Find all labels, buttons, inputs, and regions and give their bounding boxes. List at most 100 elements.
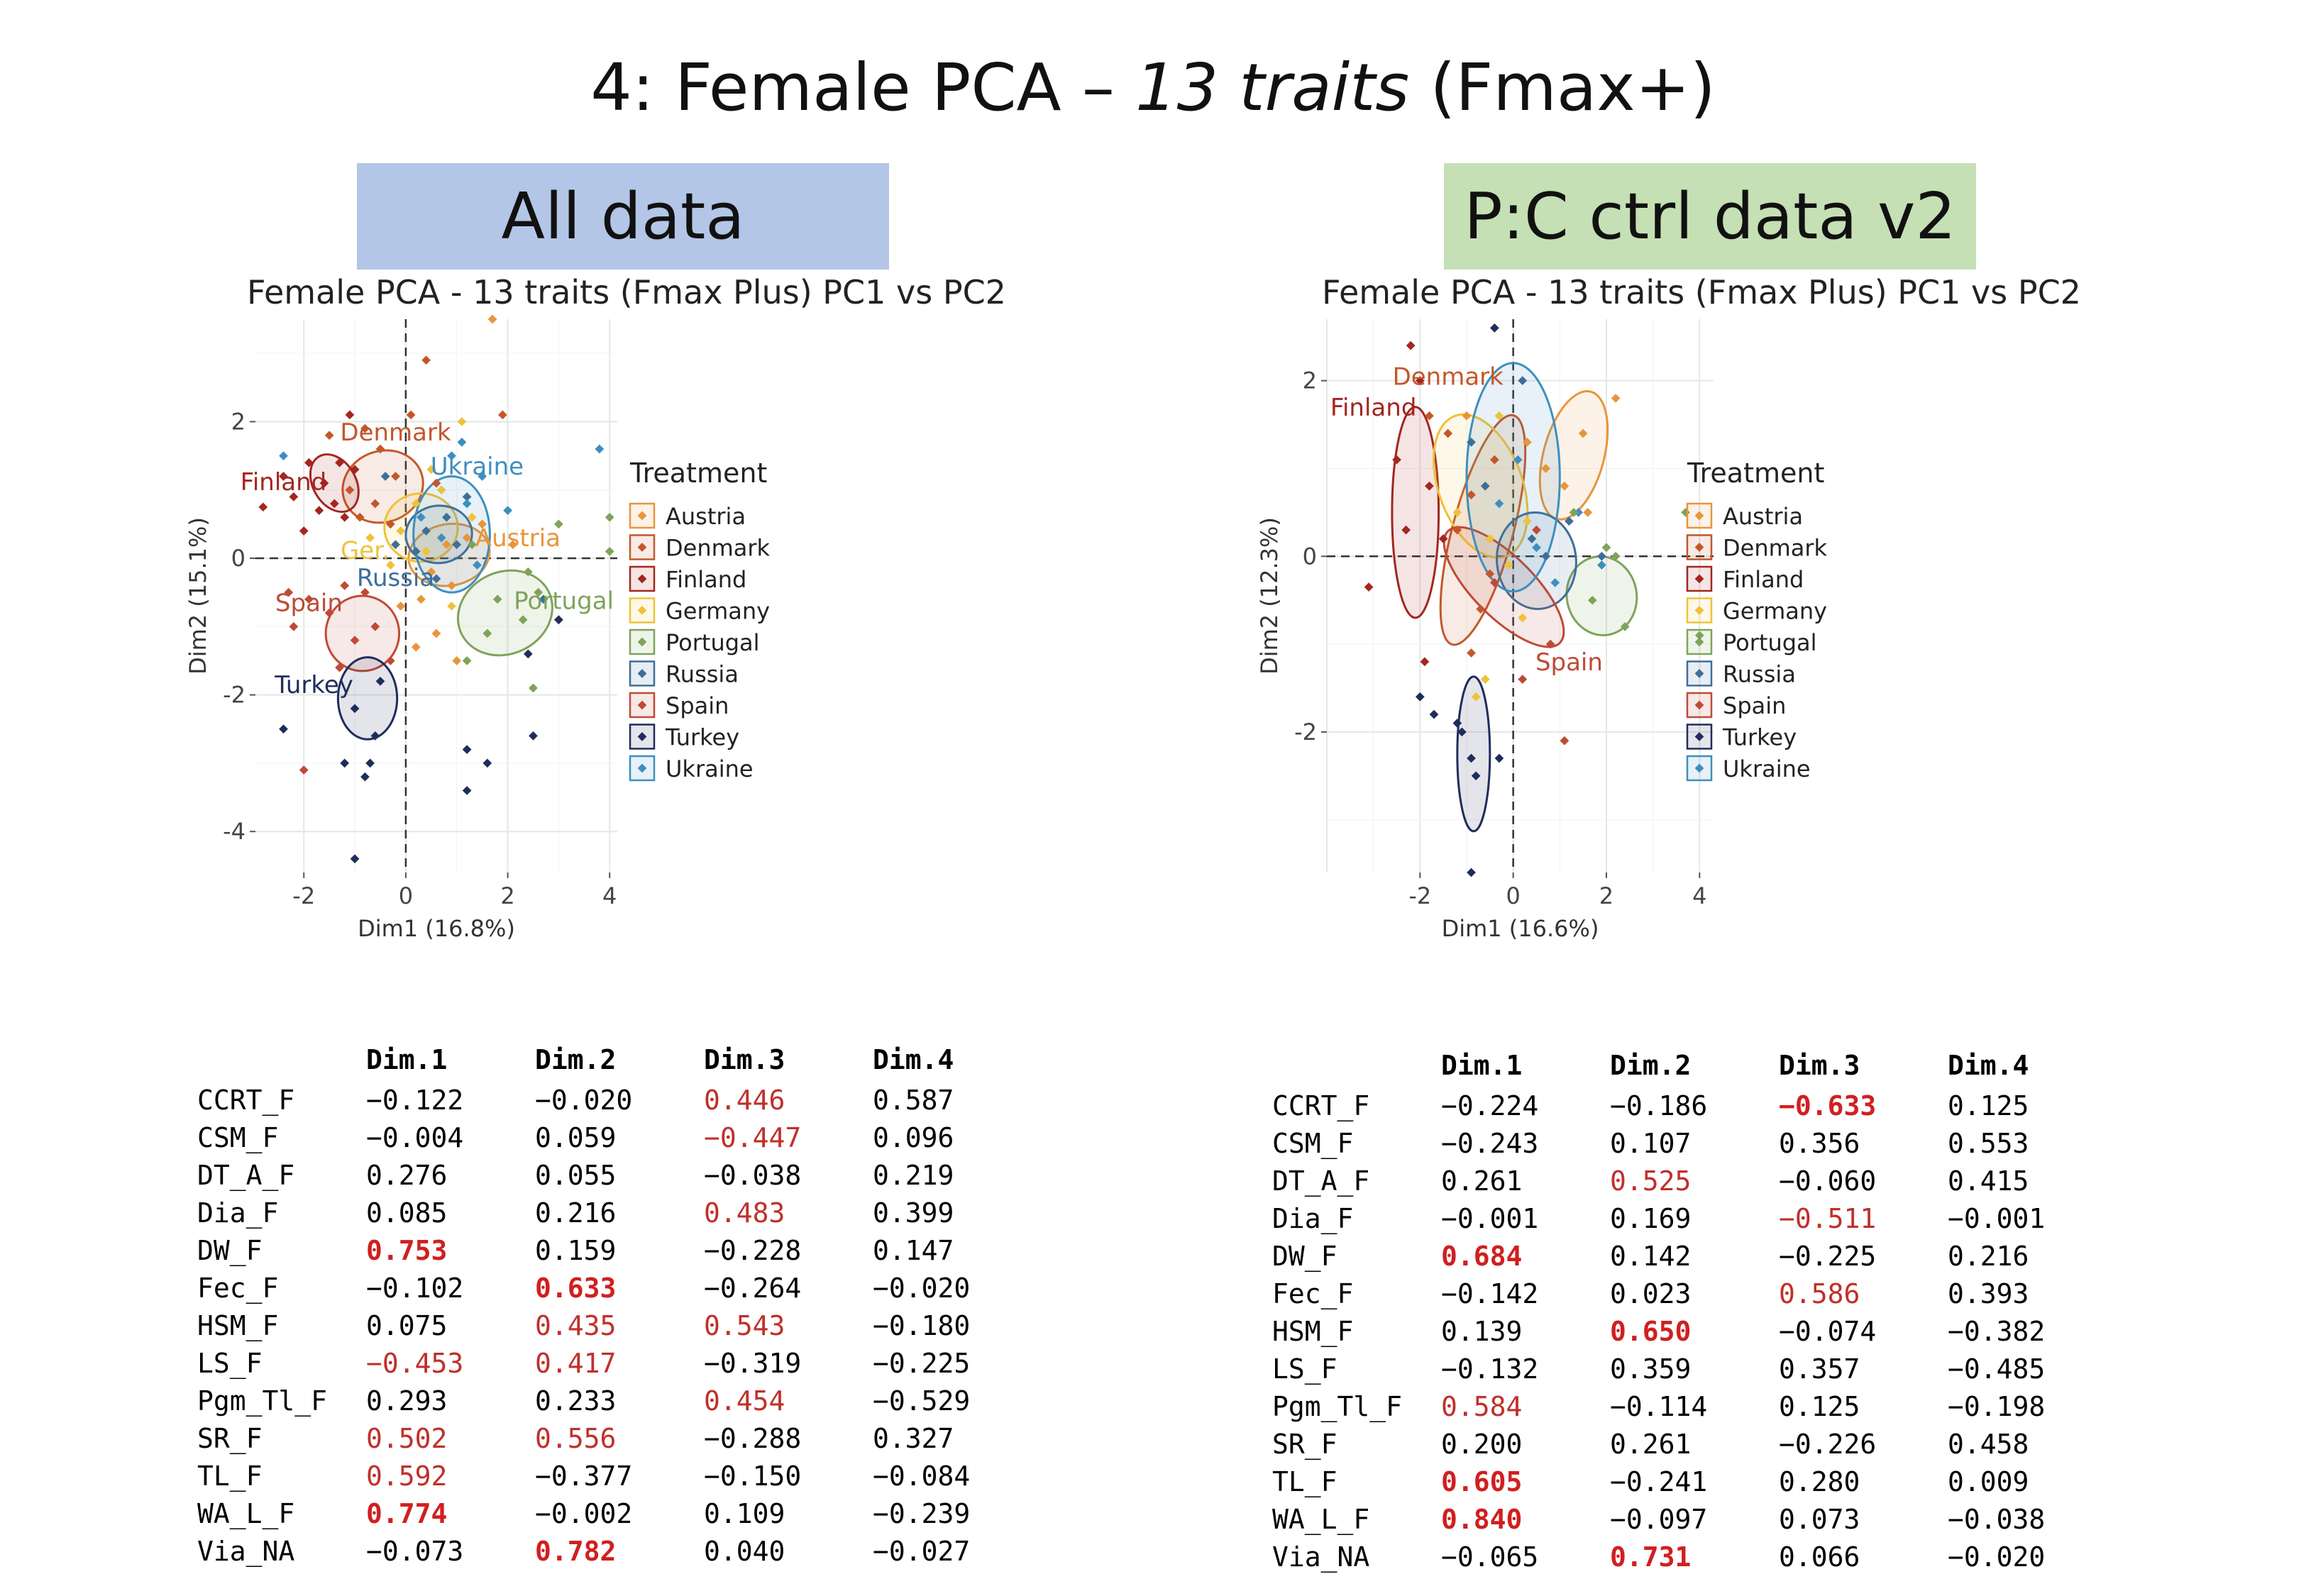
right-trait-name: Dia_F (1272, 1202, 1354, 1234)
left-point-turkey (365, 758, 375, 768)
left-point-portugal (462, 656, 472, 665)
left-loading-cell: −0.038 (704, 1156, 873, 1194)
left-column-header: Dim.1 (366, 1044, 448, 1075)
left-loading-value: −0.377 (535, 1460, 633, 1492)
left-point-finland (299, 526, 309, 536)
left-point-denmark (355, 512, 365, 522)
right-legend-label-finland: Finland (1723, 566, 1804, 593)
right-loading-value: −0.198 (1948, 1390, 2046, 1422)
left-point-ukraine (457, 437, 467, 447)
left-point-ukraine (416, 512, 426, 522)
left-point-turkey (360, 772, 370, 782)
right-loading-cell: 0.393 (1948, 1275, 2117, 1312)
left-loading-cell: −0.453 (366, 1344, 535, 1382)
left-point-turkey (350, 704, 360, 714)
left-loading-cell: 0.075 (366, 1307, 535, 1344)
right-point-spain (1560, 736, 1569, 746)
left-loading-value: 0.399 (873, 1197, 954, 1229)
left-loading-value: 0.075 (366, 1309, 448, 1341)
left-column-header: Dim.2 (535, 1044, 617, 1075)
left-pca-chart: -2 0 2 4 -4 -2 0 2 Austria Denmark Finland Ger. Port… (184, 314, 771, 942)
right-trait-name: SR_F (1272, 1428, 1337, 1460)
right-legend-label-spain: Spain (1723, 692, 1786, 719)
left-point-ukraine (279, 451, 288, 460)
left-loading-cell: −0.027 (873, 1532, 1042, 1570)
left-loading-cell: −0.377 (535, 1457, 704, 1495)
right-column-header: Dim.2 (1610, 1050, 1692, 1081)
left-group-label-ukraine: Ukraine (431, 453, 524, 481)
left-y-axis-label: Dim2 (15.1%) (184, 517, 211, 675)
right-loading-value: −0.074 (1779, 1315, 1877, 1347)
left-loading-cell: −0.122 (366, 1081, 535, 1119)
left-ellipse-portugal (456, 569, 553, 657)
right-loading-value: 0.261 (1610, 1428, 1692, 1460)
left-loading-value: −0.453 (366, 1347, 464, 1379)
right-loading-cell: 0.280 (1779, 1463, 1948, 1500)
left-legend-key-russia (629, 660, 656, 687)
left-trait-name: DT_A_F (197, 1159, 295, 1191)
left-loading-cell: 0.417 (535, 1344, 704, 1382)
left-loading-value: −0.180 (873, 1309, 971, 1341)
left-loading-value: −0.447 (704, 1121, 802, 1153)
right-loading-value: 0.261 (1441, 1165, 1523, 1197)
right-loading-cell: −0.633 (1779, 1087, 1948, 1124)
right-loading-cell: −0.001 (1948, 1199, 2117, 1237)
right-loading-value: 0.525 (1610, 1165, 1692, 1197)
right-loading-value: −0.142 (1441, 1278, 1539, 1309)
left-point-finland (314, 506, 324, 515)
left-loading-value: 0.774 (366, 1497, 448, 1529)
right-loading-cell: 0.584 (1441, 1387, 1610, 1425)
right-plot-title: Female PCA - 13 traits (Fmax Plus) PC1 v… (1322, 273, 2081, 311)
right-loading-cell: 0.840 (1441, 1500, 1610, 1538)
left-loading-cell: 0.085 (366, 1194, 535, 1231)
left-point-spain (335, 663, 344, 672)
left-point-turkey (482, 758, 492, 768)
left-plot-title: Female PCA - 13 traits (Fmax Plus) PC1 v… (247, 273, 1006, 311)
right-loading-cell: 0.125 (1948, 1087, 2117, 1124)
left-point-portugal (529, 683, 538, 693)
right-loading-value: 0.584 (1441, 1390, 1523, 1422)
left-point-turkey (554, 615, 563, 625)
left-table-row: LS_F −0.453 0.417 −0.319 −0.225 (197, 1344, 1042, 1382)
left-loading-cell: 0.435 (535, 1307, 704, 1344)
right-trait-name: CSM_F (1272, 1127, 1354, 1159)
right-group-label-spain: Spain (1535, 648, 1603, 677)
left-loading-value: −0.004 (366, 1121, 464, 1153)
right-loading-value: 0.073 (1779, 1503, 1860, 1535)
left-ellipse-spain (324, 594, 401, 672)
right-table-row: HSM_F 0.139 0.650 −0.074 −0.382 (1272, 1312, 2117, 1350)
right-loading-cell: 0.107 (1610, 1124, 1779, 1162)
right-table-row: WA_L_F 0.840 −0.097 0.073 −0.038 (1272, 1500, 2117, 1538)
right-point-austria (1583, 508, 1593, 517)
right-loading-value: 0.586 (1779, 1278, 1860, 1309)
left-trait-name: LS_F (197, 1347, 263, 1379)
left-loading-cell: 0.327 (873, 1419, 1042, 1457)
left-point-austria (462, 533, 472, 543)
left-table-header-row: Dim.1 Dim.2 Dim.3 Dim.4 (197, 1041, 1042, 1081)
left-loading-cell: −0.180 (873, 1307, 1042, 1344)
right-loading-value: 0.066 (1779, 1541, 1860, 1573)
right-loading-cell: −0.132 (1441, 1350, 1610, 1387)
left-loading-value: 0.147 (873, 1234, 954, 1266)
right-loading-value: −0.001 (1441, 1202, 1539, 1234)
left-loading-cell: −0.319 (704, 1344, 873, 1382)
slide-title-main: 4: Female PCA – (590, 50, 1136, 126)
right-y-axis-label: Dim2 (12.3%) (1256, 517, 1283, 675)
left-trait-name: Dia_F (197, 1197, 279, 1229)
right-table-row: TL_F 0.605 −0.241 0.280 0.009 (1272, 1463, 2117, 1500)
left-point-turkey (340, 758, 350, 768)
left-ellipse-finland (309, 453, 360, 514)
right-point-finland (1364, 582, 1374, 592)
left-loading-cell: 0.055 (535, 1156, 704, 1194)
left-loading-value: 0.109 (704, 1497, 785, 1529)
right-loading-cell: 0.169 (1610, 1199, 1779, 1237)
left-point-germany (447, 602, 456, 611)
left-loading-value: 0.502 (366, 1422, 448, 1454)
left-table-corner (197, 1041, 366, 1081)
left-point-turkey (462, 786, 472, 795)
left-table-row: Dia_F 0.085 0.216 0.483 0.399 (197, 1194, 1042, 1231)
left-loading-value: 0.085 (366, 1197, 448, 1229)
right-point-turkey (1494, 753, 1504, 763)
left-loading-cell: 0.782 (535, 1532, 704, 1570)
left-ellipse-ukraine (412, 475, 491, 594)
